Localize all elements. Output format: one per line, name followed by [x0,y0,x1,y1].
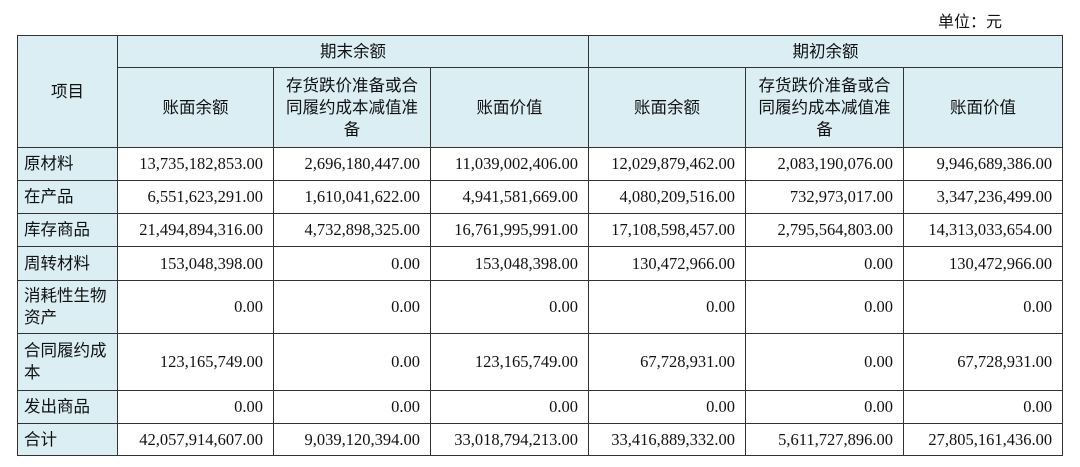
column-header: 账面余额 [588,67,747,148]
amount-cell: 0.00 [273,333,431,391]
amount-cell: 9,946,689,386.00 [903,147,1064,181]
amount-cell: 9,039,120,394.00 [273,423,431,456]
amount-cell: 0.00 [117,280,274,334]
amount-cell: 0.00 [273,246,431,281]
amount-cell: 123,165,749.00 [429,333,590,391]
amount-cell: 33,416,889,332.00 [588,423,747,456]
amount-cell: 4,732,898,325.00 [273,213,431,247]
amount-cell: 0.00 [588,390,747,424]
data-row: 在产品 6,551,623,291.00 1,610,041,622.00 4,941… [17,180,1064,214]
column-header: 账面价值 [429,67,590,148]
amount-cell: 0.00 [903,390,1064,424]
amount-cell: 0.00 [429,280,590,334]
amount-cell: 4,080,209,516.00 [588,180,747,214]
amount-cell: 4,941,581,669.00 [429,180,590,214]
amount-cell: 130,472,966.00 [903,246,1064,281]
column-header: 账面余额 [117,67,274,148]
amount-cell: 6,551,623,291.00 [117,180,274,214]
amount-cell: 123,165,749.00 [117,333,274,391]
amount-cell: 0.00 [117,390,274,424]
amount-cell: 42,057,914,607.00 [117,423,274,456]
row-label: 合计 [17,423,118,456]
amount-cell: 5,611,727,896.00 [745,423,905,456]
row-label: 发出商品 [17,390,118,424]
amount-cell: 130,472,966.00 [588,246,747,281]
amount-cell: 2,083,190,076.00 [745,147,905,181]
data-row: 原材料 13,735,182,853.00 2,696,180,447.00 11,0… [17,147,1064,181]
data-row: 库存商品 21,494,894,316.00 4,732,898,325.00 16,… [17,213,1064,247]
amount-cell: 2,696,180,447.00 [273,147,431,181]
amount-cell: 21,494,894,316.00 [117,213,274,247]
header-row: 项目 期末余额 期初余额 [17,35,1064,148]
subheader-row: 账面余额 存货跌价准备或合同履约成本减值准备 账面价值 账面余额 存货跌价准备或合同履约… [18,67,1064,148]
amount-cell: 0.00 [588,280,747,334]
amount-cell: 1,610,041,622.00 [273,180,431,214]
amount-cell: 13,735,182,853.00 [117,147,274,181]
data-row: 合计 42,057,914,607.00 9,039,120,394.00 33,01… [17,423,1064,456]
amount-cell: 0.00 [745,280,905,334]
amount-cell: 0.00 [745,390,905,424]
amount-cell: 153,048,398.00 [429,246,590,281]
item-header: 项目 [17,35,118,148]
row-label: 库存商品 [17,213,118,247]
amount-cell: 732,973,017.00 [745,180,905,214]
row-label: 周转材料 [17,246,118,281]
data-row: 发出商品 0.00 0.00 0.00 0.00 0.00 0.00 [17,390,1064,424]
amount-cell: 0.00 [429,390,590,424]
group-header: 期初余额 [588,35,1064,68]
column-header: 存货跌价准备或合同履约成本减值准备 [273,67,431,148]
amount-cell: 0.00 [273,280,431,334]
row-label: 消耗性生物资产 [17,280,118,334]
amount-cell: 14,313,033,654.00 [903,213,1064,247]
data-row: 消耗性生物资产 0.00 0.00 0.00 0.00 0.00 0.00 [17,280,1064,334]
data-row: 周转材料 153,048,398.00 0.00 153,048,398.00 130,… [17,246,1064,281]
amount-cell: 67,728,931.00 [903,333,1064,391]
row-label: 合同履约成本 [17,333,118,391]
column-header: 存货跌价准备或合同履约成本减值准备 [745,67,905,148]
group-header: 期末余额 [116,35,590,68]
inventory-table: 项目 期末余额 期初余额 账面余额 存货跌价准备或合同履约成本减值准备 账面价值 账面余额存… [17,35,1064,456]
amount-cell: 16,761,995,991.00 [429,213,590,247]
amount-cell: 153,048,398.00 [117,246,274,281]
row-label: 原材料 [17,147,118,181]
amount-cell: 33,018,794,213.00 [429,423,590,456]
unit-note: 单位：元 [937,14,1002,31]
row-label: 在产品 [17,180,118,214]
amount-cell: 67,728,931.00 [588,333,747,391]
amount-cell: 0.00 [745,246,905,281]
amount-cell: 0.00 [903,280,1064,334]
amount-cell: 0.00 [745,333,905,391]
amount-cell: 0.00 [273,390,431,424]
amount-cell: 2,795,564,803.00 [745,213,905,247]
amount-cell: 27,805,161,436.00 [903,423,1064,456]
data-row: 合同履约成本 123,165,749.00 0.00 123,165,749.00 67… [17,333,1064,391]
amount-cell: 12,029,879,462.00 [588,147,747,181]
column-header: 账面价值 [903,67,1064,148]
amount-cell: 3,347,236,499.00 [903,180,1064,214]
amount-cell: 11,039,002,406.00 [429,147,590,181]
amount-cell: 17,108,598,457.00 [588,213,747,247]
